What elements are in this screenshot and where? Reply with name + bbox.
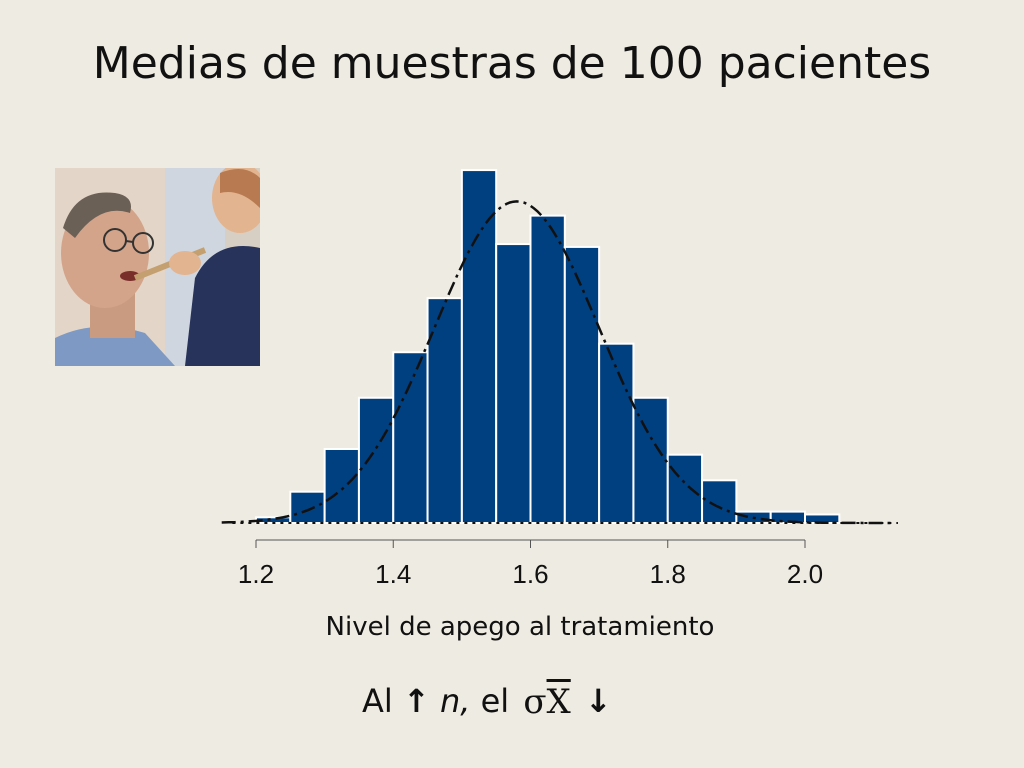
footer-formula: Al ↑ n, el σX ↓ <box>362 680 612 722</box>
histogram-bar <box>323 448 360 524</box>
down-arrow-icon: ↓ <box>584 682 612 720</box>
footer-prefix: Al <box>362 682 393 720</box>
patient-being-fed-photo-icon <box>55 168 260 366</box>
x-tick-label: 1.6 <box>512 559 548 589</box>
x-tick-label: 1.2 <box>238 559 274 589</box>
histogram-bar <box>495 243 532 524</box>
histogram-bar <box>598 342 635 525</box>
histogram-bar <box>426 297 463 524</box>
slide-title: Medias de muestras de 100 pacientes <box>92 38 932 89</box>
histogram-bar <box>666 453 704 525</box>
footer-el: el <box>480 682 510 720</box>
histogram-bar <box>392 351 429 524</box>
x-axis-label: Nivel de apego al tratamiento <box>325 612 715 642</box>
patient-photo <box>55 168 260 366</box>
histogram-bars <box>255 169 841 525</box>
histogram-bar <box>701 479 738 524</box>
x-axis-ticks: 1.2 1.4 1.6 1.8 2.0 <box>238 540 823 589</box>
up-arrow-icon: ↑ <box>402 682 430 720</box>
footer-n: n, <box>439 682 471 720</box>
histogram-bar <box>632 396 669 524</box>
sigma-symbol: σX <box>523 682 571 722</box>
x-tick-label: 1.8 <box>650 559 686 589</box>
normal-curve <box>221 200 895 525</box>
histogram-bar <box>563 245 601 525</box>
x-tick-label: 1.4 <box>375 559 411 589</box>
histogram-bar <box>289 490 326 525</box>
x-tick-label: 2.0 <box>787 559 823 589</box>
histogram-bar <box>357 396 395 524</box>
histogram-bar <box>529 214 566 524</box>
x-bar-symbol: X <box>546 682 571 722</box>
histogram-bar <box>460 169 498 524</box>
